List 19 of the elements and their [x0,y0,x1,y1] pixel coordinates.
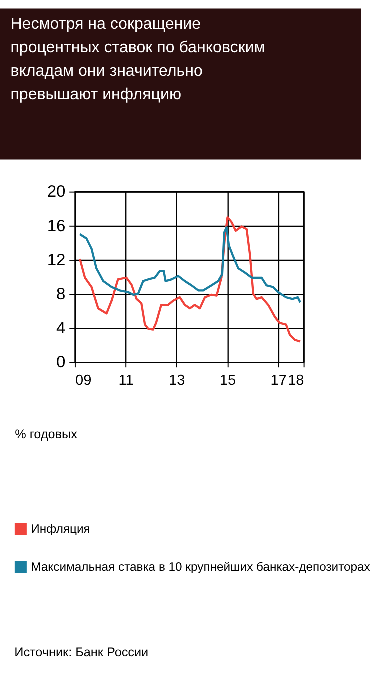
y-tick-label: 20 [47,182,66,202]
y-tick-label: 0 [56,352,66,372]
x-tick-label: 18 [288,373,304,390]
y-tick-label: 4 [56,318,66,338]
x-tick-label: 13 [169,373,186,390]
chart-title: Несмотря на сокращение процентных ставок по банковским вкладам они значительно превышают инфляцию [10,15,266,104]
x-tick-label: 09 [75,373,92,390]
x-tick-label: 17 [270,373,287,390]
y-tick-label: 12 [47,250,66,270]
y-tick-label: 8 [56,284,66,304]
y-axis-title: % годовых [15,428,78,442]
line-series [78,226,302,304]
text: Источник: Банк России [14,645,149,660]
y-tick-label: 16 [47,216,66,236]
x-tick-label: 15 [220,373,236,390]
legend-label: Максимальная ставка в 10 крупнейших банках-депозиторах [31,560,370,574]
x-tick-label: 11 [118,373,134,390]
legend-label: Инфляция [31,522,90,536]
line-series [78,216,302,343]
